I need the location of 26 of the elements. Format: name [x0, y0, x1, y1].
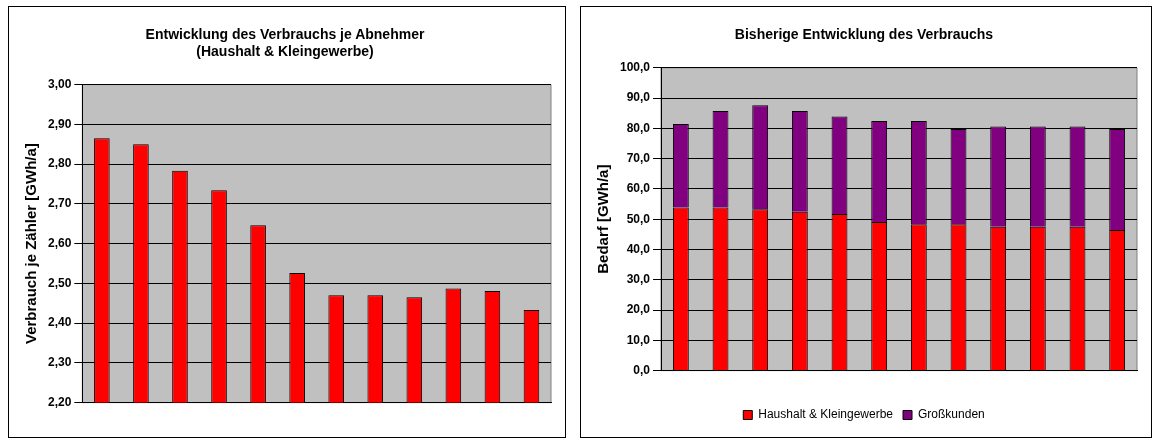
y-tick-label: 60,0 [626, 181, 651, 196]
y-tick-label: 10,0 [626, 332, 651, 347]
legend-label: Großkunden [918, 407, 985, 422]
y-axis-title: Verbrauch je Zähler [GWh/a] [22, 143, 40, 345]
chart-title: Bisherige Entwicklung des Verbrauchs [734, 26, 994, 43]
legend-label: Haushalt & Kleingewerbe [758, 407, 894, 422]
y-tick-label: 2,80 [48, 156, 72, 171]
y-tick-label: 3,00 [48, 76, 72, 91]
y-tick-label: 2,70 [48, 196, 72, 211]
y-tick-label: 100,0 [620, 60, 651, 75]
y-tick-label: 2,90 [48, 116, 72, 131]
y-axis-title: Bedarf [GWh/a] [594, 164, 612, 274]
y-tick-label: 2,60 [48, 235, 72, 250]
y-tick-label: 70,0 [626, 150, 651, 165]
y-tick-label: 2,30 [48, 355, 72, 370]
y-tick-label: 90,0 [626, 90, 651, 105]
y-tick-label: 20,0 [626, 302, 651, 317]
y-tick-label: 2,50 [48, 275, 72, 290]
y-tick-label: 80,0 [626, 120, 651, 135]
chart-title: Entwicklung des Verbrauchs je Abnehmer (Haushalt & Kleingewerbe) [145, 26, 425, 60]
y-tick-label: 50,0 [626, 211, 651, 226]
y-tick-label: 2,20 [48, 394, 72, 409]
y-tick-label: 2,40 [48, 315, 72, 330]
y-tick-label: 0,0 [633, 362, 651, 377]
y-tick-label: 30,0 [626, 272, 651, 287]
y-tick-label: 40,0 [626, 241, 651, 256]
